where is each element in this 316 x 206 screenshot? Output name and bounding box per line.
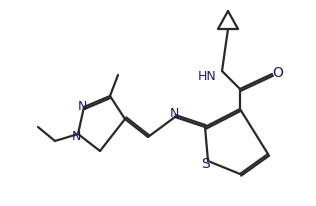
- Text: N: N: [77, 99, 87, 112]
- Text: N: N: [169, 107, 179, 120]
- Text: HN: HN: [198, 69, 216, 82]
- Text: O: O: [273, 66, 283, 80]
- Text: N: N: [71, 130, 81, 143]
- Text: S: S: [202, 156, 210, 170]
